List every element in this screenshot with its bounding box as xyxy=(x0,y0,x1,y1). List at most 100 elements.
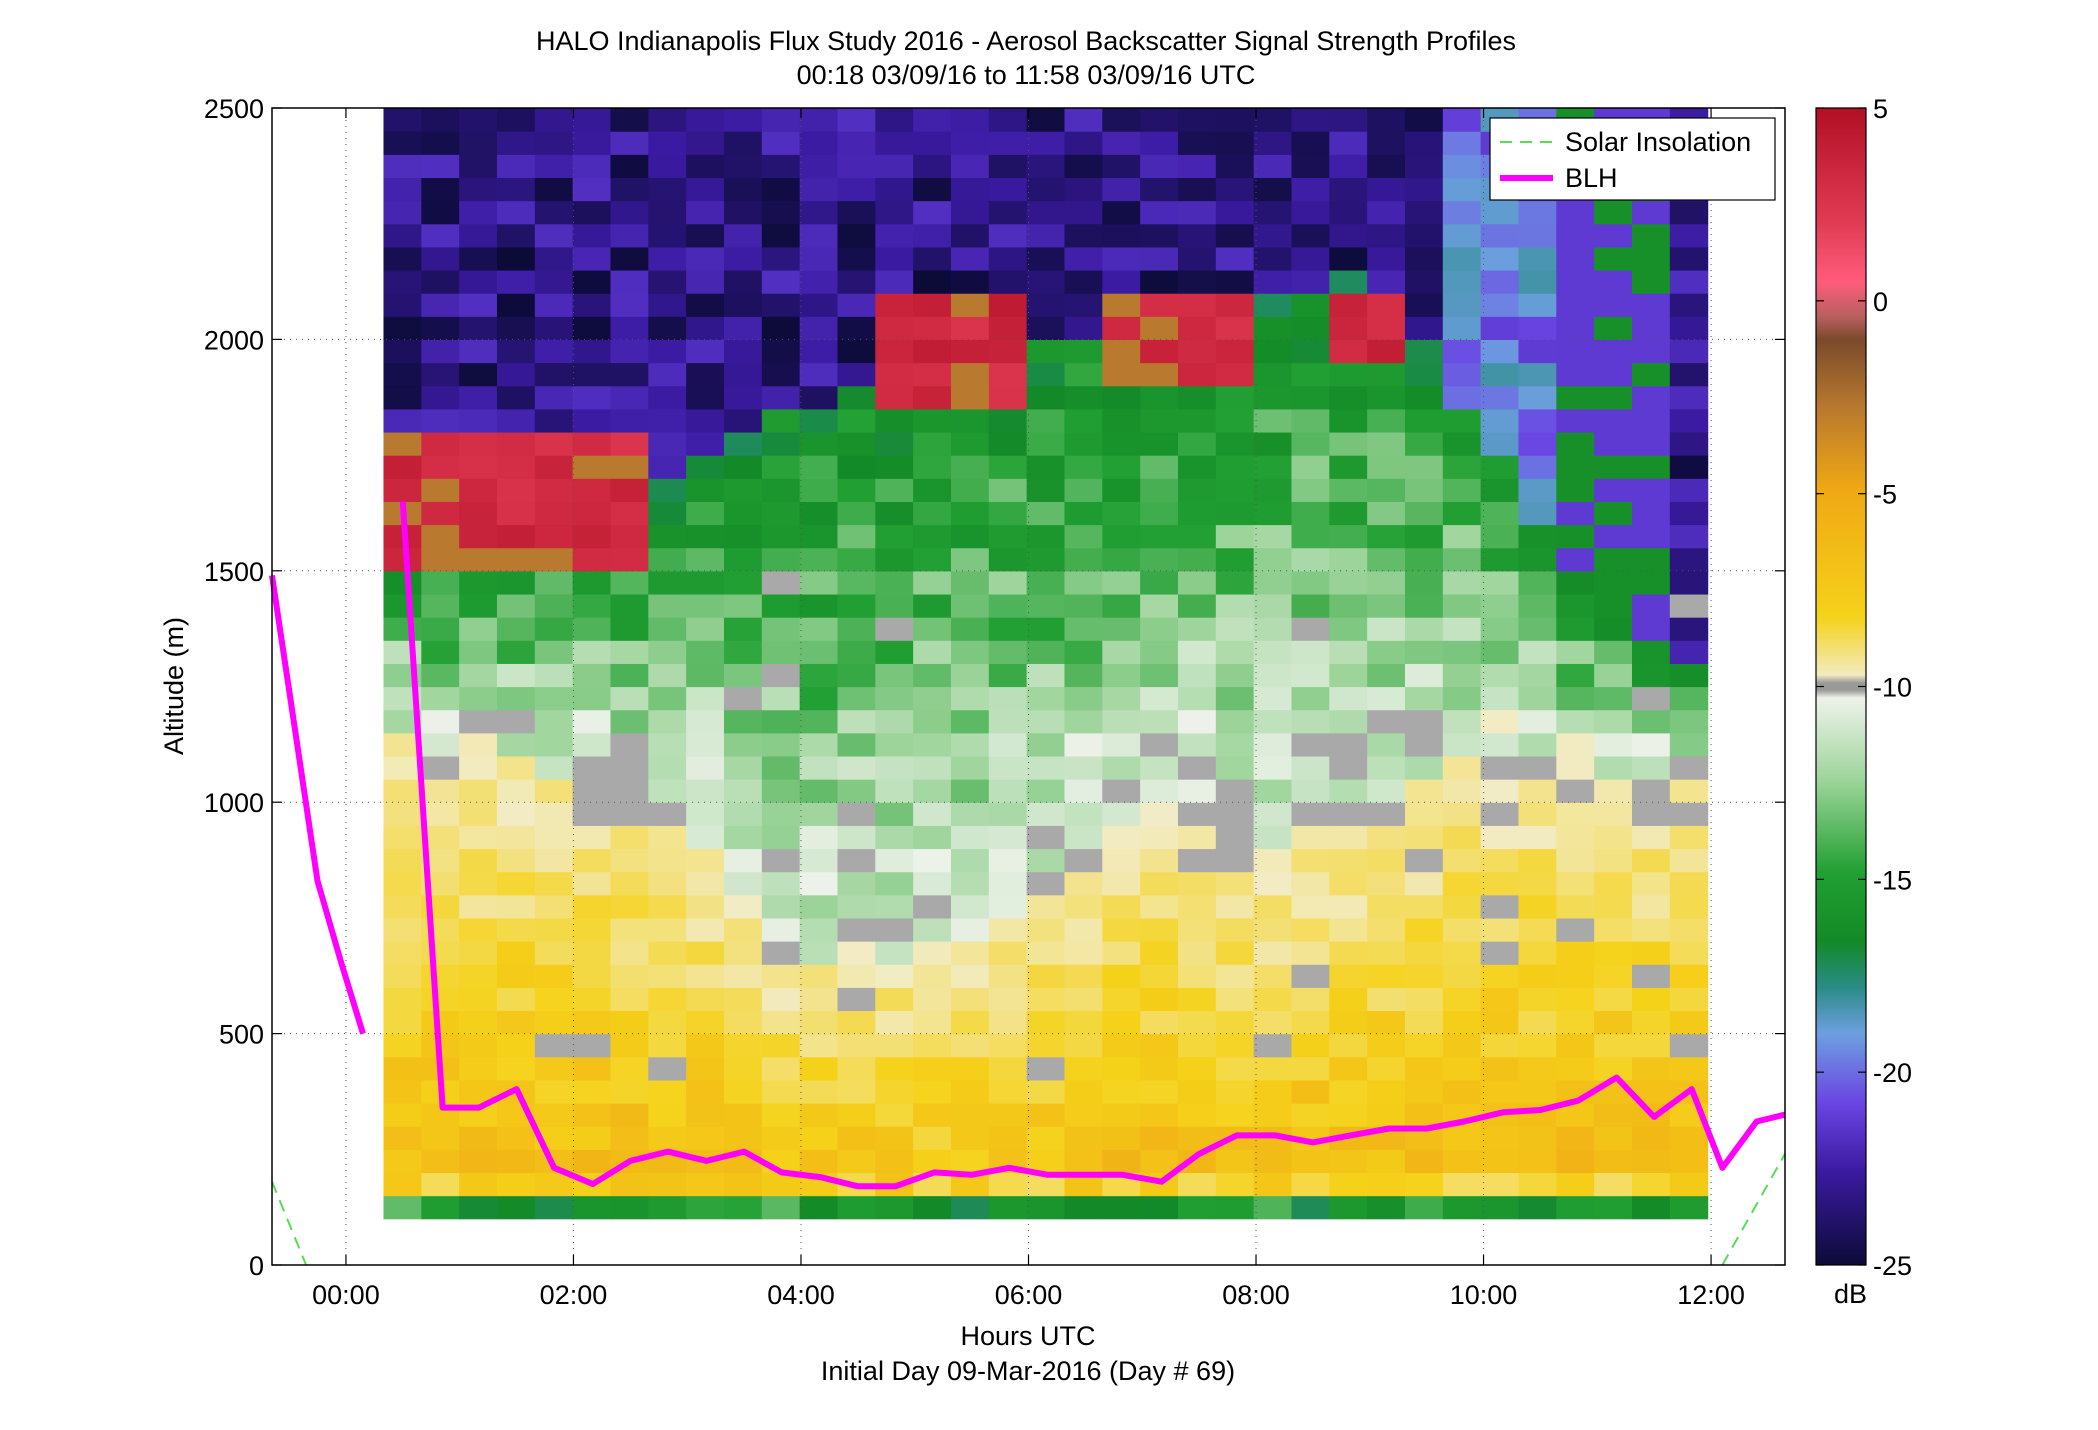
heatmap-cell xyxy=(1064,755,1103,780)
heatmap-cell xyxy=(572,431,612,456)
heatmap-cell xyxy=(459,593,498,618)
heatmap-cell xyxy=(875,709,914,734)
heatmap-cell xyxy=(534,825,574,850)
heatmap-cell xyxy=(1291,640,1330,664)
heatmap-cell xyxy=(950,1056,990,1081)
heatmap-cell xyxy=(988,1126,1028,1150)
heatmap-cell xyxy=(837,478,876,502)
heatmap-cell xyxy=(723,732,763,757)
heatmap-cell xyxy=(648,524,687,549)
heatmap-cell xyxy=(950,686,990,711)
heatmap-cell xyxy=(1215,779,1255,803)
heatmap-cell xyxy=(1215,941,1255,965)
heatmap-cell xyxy=(572,547,612,572)
heatmap-cell xyxy=(496,593,536,618)
heatmap-cell xyxy=(1518,269,1557,294)
heatmap-cell xyxy=(610,431,649,456)
heatmap-cell xyxy=(1669,1149,1709,1174)
heatmap-cell xyxy=(1669,802,1709,826)
heatmap-cell xyxy=(837,177,876,202)
heatmap-cell xyxy=(1140,316,1179,340)
heatmap-cell xyxy=(1026,686,1066,711)
heatmap-cell xyxy=(383,223,422,248)
heatmap-cell xyxy=(1404,339,1444,364)
heatmap-cell xyxy=(1291,154,1330,179)
heatmap-cell xyxy=(988,894,1028,919)
heatmap-cell xyxy=(1556,385,1595,410)
heatmap-cell xyxy=(1669,223,1709,248)
heatmap-cell xyxy=(421,223,460,248)
heatmap-cell xyxy=(496,1033,536,1058)
heatmap-cell xyxy=(1480,917,1520,942)
heatmap-cell xyxy=(913,131,952,155)
heatmap-cell xyxy=(383,1010,422,1035)
heatmap-cell xyxy=(1329,1033,1368,1058)
heatmap-cell xyxy=(950,709,990,734)
heatmap-cell xyxy=(1215,1079,1255,1104)
heatmap-cell xyxy=(1215,894,1255,919)
heatmap-cell xyxy=(799,316,839,340)
heatmap-cell xyxy=(1367,825,1406,850)
heatmap-cell xyxy=(1291,617,1330,641)
heatmap-cell xyxy=(1594,501,1633,526)
heatmap-cell xyxy=(496,894,536,919)
heatmap-cell xyxy=(1329,431,1368,456)
heatmap-cell xyxy=(1442,617,1482,641)
heatmap-cell xyxy=(875,547,914,572)
heatmap-cell xyxy=(988,686,1028,711)
heatmap-cell xyxy=(1594,802,1633,826)
heatmap-cell xyxy=(1215,108,1255,132)
heatmap-cell xyxy=(496,1195,536,1220)
heatmap-cell xyxy=(610,570,649,595)
heatmap-cell xyxy=(1102,755,1141,780)
heatmap-cell xyxy=(1215,755,1255,780)
heatmap-cell xyxy=(459,455,498,479)
heatmap-cell xyxy=(534,802,574,826)
heatmap-cell xyxy=(1442,848,1482,873)
heatmap-cell xyxy=(1556,223,1595,248)
heatmap-cell xyxy=(1102,478,1141,502)
heatmap-cell xyxy=(1631,663,1671,688)
heatmap-cell xyxy=(1631,1056,1671,1081)
heatmap-cell xyxy=(421,385,460,410)
heatmap-cell xyxy=(761,1103,801,1127)
heatmap-cell xyxy=(1367,987,1406,1012)
heatmap-cell xyxy=(1518,408,1557,433)
heatmap-cell xyxy=(1140,709,1179,734)
heatmap-cell xyxy=(1064,663,1103,688)
heatmap-cell xyxy=(1669,593,1709,618)
heatmap-cell xyxy=(1480,1126,1520,1150)
heatmap-cell xyxy=(1556,779,1595,803)
heatmap-cell xyxy=(723,686,763,711)
heatmap-cell xyxy=(421,570,460,595)
heatmap-cell xyxy=(459,709,498,734)
heatmap-cell xyxy=(950,593,990,618)
heatmap-cell xyxy=(1026,1149,1066,1174)
heatmap-cell xyxy=(459,1079,498,1104)
heatmap-cell xyxy=(1064,1010,1103,1035)
heatmap-cell xyxy=(459,570,498,595)
heatmap-cell xyxy=(1404,177,1444,202)
heatmap-cell xyxy=(496,570,536,595)
heatmap-cell xyxy=(496,316,536,340)
heatmap-cell xyxy=(837,524,876,549)
heatmap-cell xyxy=(1253,987,1293,1012)
heatmap-cell xyxy=(459,871,498,896)
heatmap-cell xyxy=(1064,1172,1103,1197)
heatmap-cell xyxy=(1669,941,1709,965)
heatmap-cell xyxy=(723,663,763,688)
heatmap-cell xyxy=(610,640,649,664)
heatmap-cell xyxy=(1026,316,1066,340)
heatmap-cell xyxy=(723,987,763,1012)
heatmap-cell xyxy=(1102,825,1141,850)
heatmap-cell xyxy=(837,131,876,155)
heatmap-cell xyxy=(1064,362,1103,387)
heatmap-cell xyxy=(1404,964,1444,988)
heatmap-cell xyxy=(1480,547,1520,572)
heatmap-cell xyxy=(761,617,801,641)
heatmap-cell xyxy=(913,200,952,225)
heatmap-cell xyxy=(1329,755,1368,780)
heatmap-cell xyxy=(799,501,839,526)
heatmap-cell xyxy=(1215,871,1255,896)
heatmap-cell xyxy=(1367,941,1406,965)
